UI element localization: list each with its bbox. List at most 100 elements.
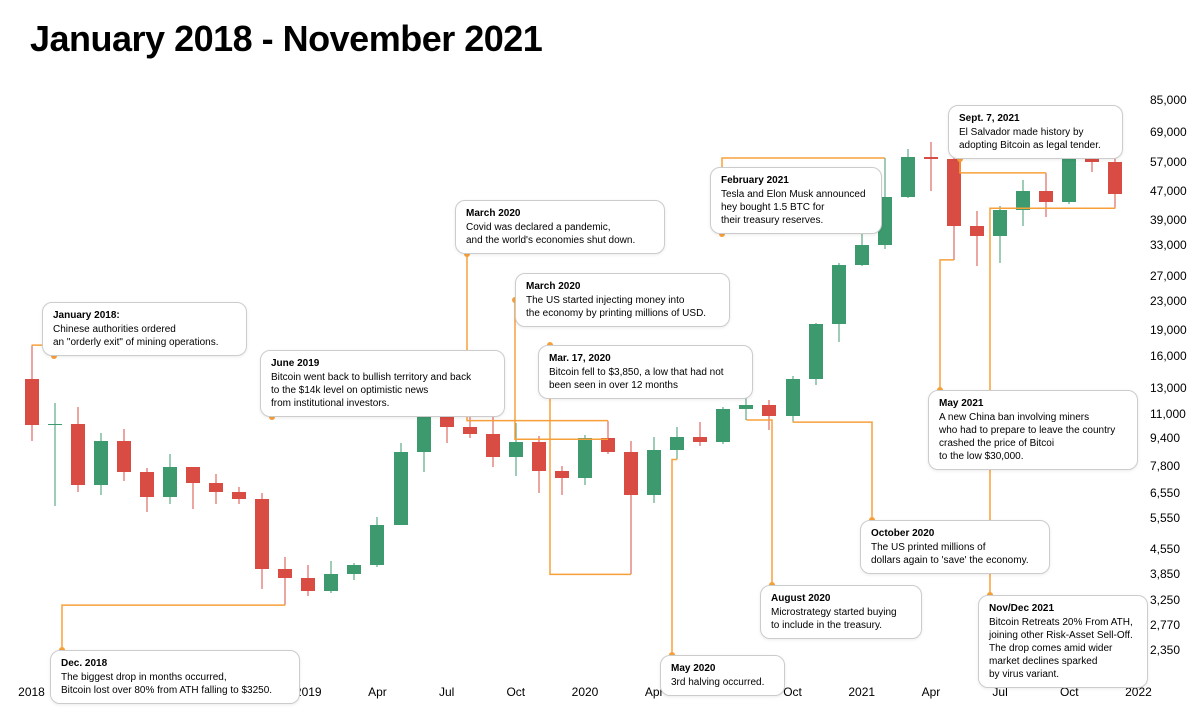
candle-body bbox=[809, 324, 823, 379]
candle-body bbox=[924, 157, 938, 160]
annotation-text: Chinese authorities ordered an "orderly … bbox=[53, 324, 219, 348]
annotation: March 2020 Covid was declared a pandemic,… bbox=[455, 200, 665, 254]
y-tick: 5,550 bbox=[1150, 511, 1180, 525]
annotation-text: 3rd halving occurred. bbox=[671, 677, 764, 688]
candle bbox=[94, 95, 108, 650]
annotation-text: Bitcoin Retreats 20% From ATH, joining o… bbox=[989, 617, 1133, 680]
annotation-text: Bitcoin fell to $3,850, a low that had n… bbox=[549, 367, 724, 391]
annotation-text: Bitcoin went back to bullish territory a… bbox=[271, 372, 471, 409]
candle-body bbox=[255, 499, 269, 569]
candle-body bbox=[716, 409, 730, 442]
candle-body bbox=[278, 569, 292, 579]
y-tick: 3,250 bbox=[1150, 593, 1180, 607]
candle bbox=[71, 95, 85, 650]
candle-body bbox=[463, 427, 477, 435]
x-tick: Oct bbox=[506, 685, 525, 699]
y-tick: 23,000 bbox=[1150, 294, 1187, 308]
annotation-title: Mar. 17, 2020 bbox=[549, 352, 742, 365]
candle-body bbox=[347, 565, 361, 575]
annotation-text: Covid was declared a pandemic, and the w… bbox=[466, 222, 635, 246]
candle bbox=[232, 95, 246, 650]
candle-body bbox=[555, 471, 569, 478]
candle-body bbox=[232, 492, 246, 499]
candle-wick bbox=[977, 211, 978, 266]
annotation-title: March 2020 bbox=[526, 280, 719, 293]
candle-body bbox=[71, 424, 85, 485]
y-tick: 57,000 bbox=[1150, 155, 1187, 169]
x-tick: 2018 bbox=[18, 685, 45, 699]
annotation-text: The US started injecting money into the … bbox=[526, 295, 706, 319]
candle-body bbox=[370, 525, 384, 564]
candle-body bbox=[739, 405, 753, 409]
annotation-title: May 2021 bbox=[939, 397, 1127, 410]
candle-body bbox=[301, 578, 315, 591]
annotation: August 2020Microstrategy started buying … bbox=[760, 585, 922, 639]
y-tick: 6,550 bbox=[1150, 486, 1180, 500]
candle-body bbox=[670, 437, 684, 451]
annotation-title: March 2020 bbox=[466, 207, 654, 220]
candle-body bbox=[48, 424, 62, 425]
annotation-title: Dec. 2018 bbox=[61, 657, 289, 670]
y-axis: 85,00069,00057,00047,00039,00033,00027,0… bbox=[1150, 95, 1200, 680]
chart-title: January 2018 - November 2021 bbox=[30, 18, 542, 60]
candle-body bbox=[601, 438, 615, 452]
candle-body bbox=[186, 467, 200, 483]
candle-body bbox=[532, 442, 546, 471]
candle-body bbox=[94, 441, 108, 485]
candle bbox=[1062, 95, 1076, 650]
candle-body bbox=[324, 574, 338, 591]
y-tick: 33,000 bbox=[1150, 238, 1187, 252]
annotation-title: January 2018: bbox=[53, 309, 236, 322]
candle-body bbox=[832, 265, 846, 324]
annotation: October 2020The US printed millions of d… bbox=[860, 520, 1050, 574]
x-tick: Apr bbox=[922, 685, 941, 699]
annotation-title: June 2019 bbox=[271, 357, 494, 370]
y-tick: 16,000 bbox=[1150, 349, 1187, 363]
candle-body bbox=[901, 157, 915, 197]
candle bbox=[163, 95, 177, 650]
candle-body bbox=[117, 441, 131, 472]
annotation-text: Tesla and Elon Musk announced hey bought… bbox=[721, 189, 866, 226]
y-tick: 9,400 bbox=[1150, 431, 1180, 445]
candle-body bbox=[417, 416, 431, 452]
candle bbox=[48, 95, 62, 650]
x-tick: 2021 bbox=[848, 685, 875, 699]
annotation: February 2021Tesla and Elon Musk announc… bbox=[710, 167, 882, 234]
annotation-text: A new China ban involving miners who had… bbox=[939, 412, 1115, 462]
chart-area: January 2018: Chinese authorities ordered… bbox=[20, 95, 1150, 680]
x-tick: Oct bbox=[783, 685, 802, 699]
candle-body bbox=[647, 450, 661, 495]
annotation-title: Sept. 7, 2021 bbox=[959, 112, 1112, 125]
candle-body bbox=[970, 226, 984, 236]
candle-body bbox=[509, 442, 523, 457]
candle-wick bbox=[930, 142, 931, 191]
y-tick: 69,000 bbox=[1150, 125, 1187, 139]
candle-body bbox=[140, 472, 154, 496]
y-tick: 7,800 bbox=[1150, 459, 1180, 473]
y-tick: 11,000 bbox=[1150, 407, 1186, 421]
candle-body bbox=[1108, 162, 1122, 194]
annotation: May 20203rd halving occurred. bbox=[660, 655, 785, 696]
candle bbox=[509, 95, 523, 650]
candle-body bbox=[486, 434, 500, 456]
y-tick: 39,000 bbox=[1150, 213, 1187, 227]
y-tick: 19,000 bbox=[1150, 323, 1187, 337]
annotation-text: Microstrategy started buying to include … bbox=[771, 607, 897, 631]
annotation-title: Nov/Dec 2021 bbox=[989, 602, 1137, 615]
annotation: Nov/Dec 2021 Bitcoin Retreats 20% From AT… bbox=[978, 595, 1148, 688]
candle-body bbox=[1016, 191, 1030, 210]
candle-body bbox=[786, 379, 800, 417]
annotation: March 2020 The US started injecting money… bbox=[515, 273, 730, 327]
candle-body bbox=[855, 245, 869, 265]
candle-body bbox=[578, 438, 592, 478]
annotation-title: October 2020 bbox=[871, 527, 1039, 540]
y-tick: 85,000 bbox=[1150, 93, 1187, 107]
candle bbox=[209, 95, 223, 650]
candle-wick bbox=[700, 422, 701, 446]
candle bbox=[1108, 95, 1122, 650]
candle-body bbox=[440, 416, 454, 426]
candle bbox=[1085, 95, 1099, 650]
annotation: Dec. 2018The biggest drop in months occu… bbox=[50, 650, 300, 704]
annotation: June 2019 Bitcoin went back to bullish te… bbox=[260, 350, 505, 417]
x-tick: 2020 bbox=[572, 685, 599, 699]
